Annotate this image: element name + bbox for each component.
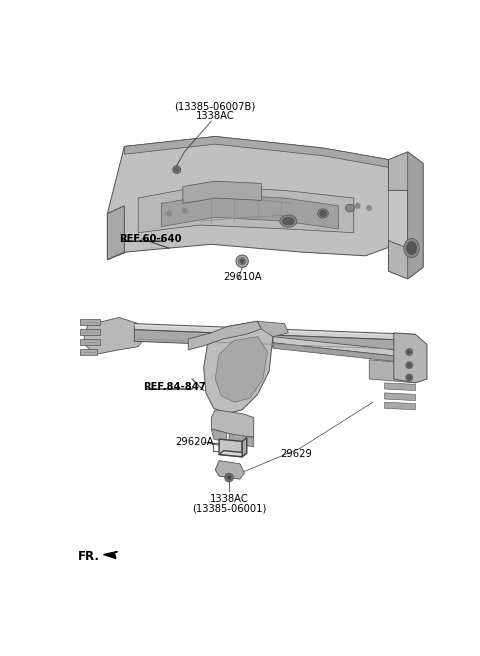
Polygon shape — [84, 318, 146, 354]
FancyBboxPatch shape — [81, 329, 100, 335]
Text: REF.84-847: REF.84-847 — [143, 382, 205, 392]
Circle shape — [238, 257, 246, 265]
Polygon shape — [124, 136, 388, 167]
Polygon shape — [183, 181, 262, 203]
Polygon shape — [408, 152, 423, 279]
Text: REF.60-640: REF.60-640 — [119, 234, 181, 244]
Circle shape — [406, 348, 413, 356]
FancyBboxPatch shape — [81, 319, 100, 325]
Polygon shape — [394, 333, 427, 383]
Polygon shape — [215, 461, 244, 479]
Text: 29610A: 29610A — [223, 272, 262, 282]
Circle shape — [182, 209, 187, 213]
Circle shape — [408, 350, 411, 354]
Polygon shape — [384, 383, 415, 390]
Circle shape — [408, 375, 411, 379]
Polygon shape — [384, 402, 415, 410]
Polygon shape — [229, 434, 254, 447]
Circle shape — [225, 474, 233, 482]
Text: 29620A: 29620A — [175, 437, 214, 447]
Text: (13385-06001): (13385-06001) — [192, 503, 266, 514]
Polygon shape — [215, 337, 267, 402]
Polygon shape — [219, 451, 247, 457]
Text: 1338AC: 1338AC — [196, 111, 235, 121]
Circle shape — [406, 361, 413, 369]
Polygon shape — [219, 439, 242, 457]
Circle shape — [240, 259, 244, 263]
FancyBboxPatch shape — [81, 349, 97, 355]
Polygon shape — [388, 152, 423, 279]
Polygon shape — [211, 429, 227, 442]
Ellipse shape — [318, 209, 328, 218]
Text: (13385-06007B): (13385-06007B) — [175, 102, 256, 112]
Circle shape — [228, 476, 230, 479]
Circle shape — [227, 475, 232, 480]
Circle shape — [355, 203, 360, 208]
Ellipse shape — [320, 211, 326, 216]
Polygon shape — [108, 136, 408, 260]
Polygon shape — [258, 321, 288, 337]
Polygon shape — [273, 337, 415, 358]
Circle shape — [367, 206, 372, 211]
Polygon shape — [188, 321, 262, 350]
Circle shape — [167, 211, 171, 216]
Circle shape — [174, 167, 179, 172]
FancyBboxPatch shape — [81, 339, 100, 345]
Text: 29629: 29629 — [281, 449, 312, 459]
Text: 1338AC: 1338AC — [210, 494, 249, 504]
Circle shape — [173, 166, 180, 173]
Ellipse shape — [283, 217, 294, 225]
Circle shape — [236, 255, 248, 268]
Text: FR.: FR. — [78, 550, 100, 563]
Ellipse shape — [280, 215, 297, 228]
Circle shape — [406, 374, 413, 381]
Polygon shape — [134, 330, 415, 352]
Ellipse shape — [345, 204, 355, 212]
Polygon shape — [161, 194, 338, 229]
Polygon shape — [388, 190, 408, 248]
Circle shape — [408, 363, 411, 367]
Polygon shape — [204, 321, 273, 414]
Polygon shape — [273, 343, 415, 363]
Polygon shape — [138, 186, 354, 233]
Polygon shape — [242, 438, 247, 457]
Ellipse shape — [404, 239, 419, 258]
Polygon shape — [108, 206, 124, 260]
Polygon shape — [134, 323, 415, 340]
Polygon shape — [211, 410, 254, 437]
Polygon shape — [369, 359, 415, 383]
Polygon shape — [104, 552, 118, 558]
Ellipse shape — [407, 241, 417, 255]
Polygon shape — [384, 393, 415, 401]
